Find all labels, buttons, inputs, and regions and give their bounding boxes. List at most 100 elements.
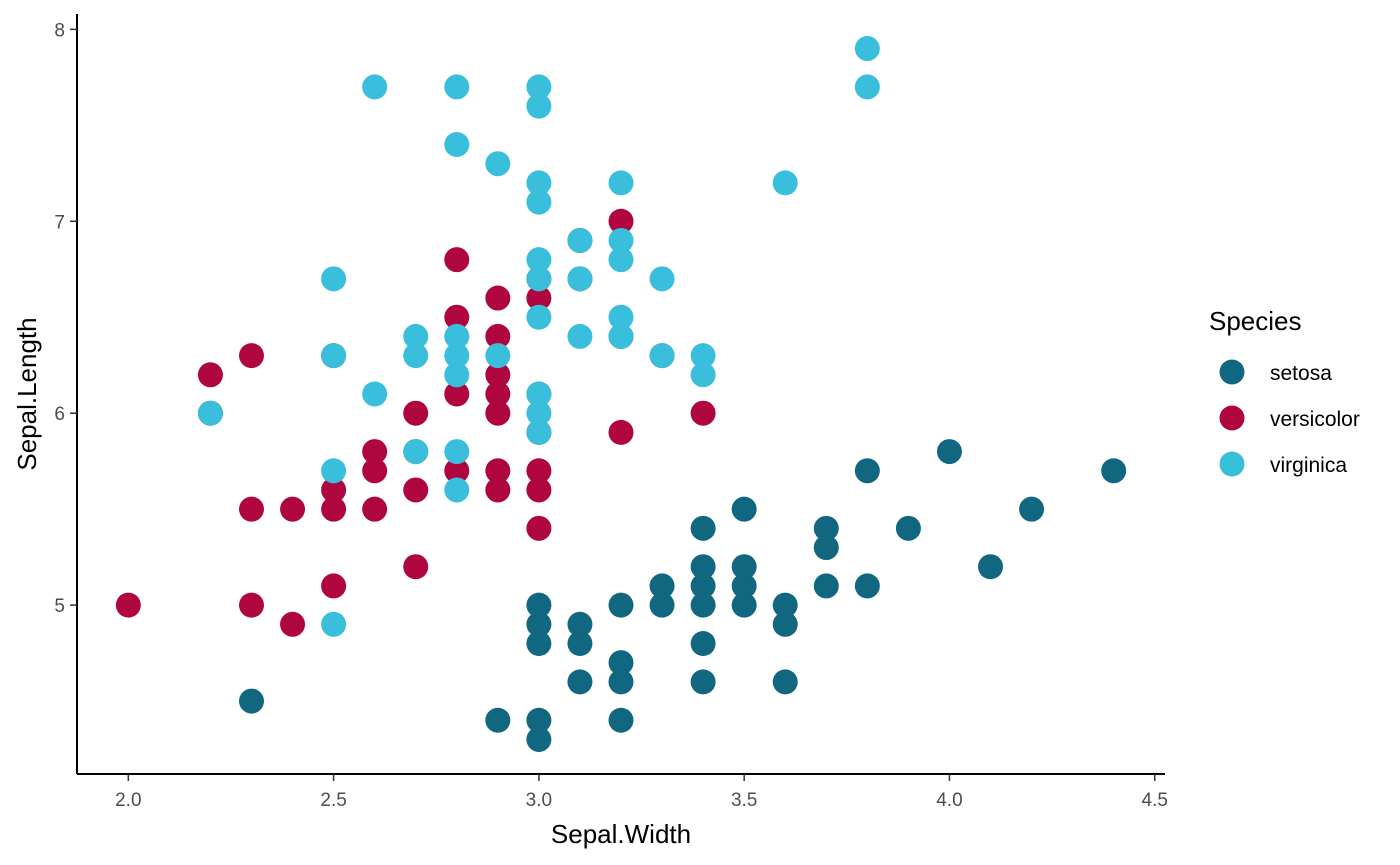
data-point-versicolor <box>362 496 388 522</box>
data-point-virginica <box>526 266 552 292</box>
y-axis-ticks: 5 6 7 8 <box>54 20 77 617</box>
data-point-versicolor <box>362 458 388 484</box>
data-point-virginica <box>485 343 511 369</box>
data-point-setosa <box>608 707 634 733</box>
data-point-setosa <box>526 707 552 733</box>
data-point-versicolor <box>485 381 511 407</box>
y-tick-label: 6 <box>54 404 65 425</box>
x-axis-title: Sepal.Width <box>551 819 691 849</box>
data-point-versicolor <box>280 611 306 637</box>
data-point-virginica <box>321 266 347 292</box>
data-point-virginica <box>321 458 347 484</box>
data-point-setosa <box>772 669 798 695</box>
data-point-setosa <box>608 650 634 676</box>
data-point-setosa <box>978 554 1004 580</box>
data-point-versicolor <box>444 247 470 273</box>
data-point-setosa <box>567 669 593 695</box>
data-point-versicolor <box>485 362 511 388</box>
data-point-setosa <box>731 573 757 599</box>
data-point-virginica <box>567 323 593 349</box>
data-point-setosa <box>649 592 675 618</box>
x-tick-label: 2.0 <box>115 790 141 811</box>
x-tick-label: 4.5 <box>1142 790 1168 811</box>
data-point-virginica <box>444 439 470 465</box>
legend-title: Species <box>1209 306 1302 336</box>
data-point-virginica <box>485 151 511 177</box>
x-tick-label: 2.5 <box>320 790 346 811</box>
data-point-versicolor <box>321 573 347 599</box>
data-point-setosa <box>567 611 593 637</box>
data-point-setosa <box>854 458 880 484</box>
legend-label-virginica: virginica <box>1270 454 1347 477</box>
data-point-versicolor <box>526 515 552 541</box>
data-point-setosa <box>690 515 716 541</box>
data-point-virginica <box>567 227 593 253</box>
data-point-versicolor <box>526 458 552 484</box>
data-point-virginica <box>608 247 634 273</box>
data-point-virginica <box>649 266 675 292</box>
data-point-versicolor <box>485 323 511 349</box>
data-point-versicolor <box>403 400 429 426</box>
data-point-virginica <box>444 323 470 349</box>
y-tick-label: 8 <box>54 20 65 41</box>
legend-key-versicolor <box>1219 405 1245 431</box>
data-point-virginica <box>526 74 552 100</box>
data-point-virginica <box>321 343 347 369</box>
data-point-setosa <box>238 688 264 714</box>
data-point-setosa <box>895 515 921 541</box>
data-point-setosa <box>485 707 511 733</box>
data-point-virginica <box>526 400 552 426</box>
data-point-virginica <box>526 93 552 119</box>
data-point-versicolor <box>362 439 388 465</box>
data-point-virginica <box>608 323 634 349</box>
data-point-versicolor <box>485 285 511 311</box>
data-point-setosa <box>526 592 552 618</box>
data-point-virginica <box>444 477 470 503</box>
x-tick-label: 4.0 <box>936 790 962 811</box>
data-point-virginica <box>444 132 470 158</box>
data-point-virginica <box>608 227 634 253</box>
points-layer <box>115 36 1127 752</box>
data-point-versicolor <box>321 496 347 522</box>
data-point-versicolor <box>238 592 264 618</box>
data-point-setosa <box>1101 458 1127 484</box>
data-point-versicolor <box>280 496 306 522</box>
data-point-virginica <box>526 247 552 273</box>
data-point-versicolor <box>238 496 264 522</box>
data-point-virginica <box>854 36 880 62</box>
data-point-setosa <box>608 669 634 695</box>
x-axis-ticks: 2.0 2.5 3.0 3.5 4.0 4.5 <box>115 774 1168 811</box>
data-point-setosa <box>731 496 757 522</box>
data-point-virginica <box>690 343 716 369</box>
x-tick-label: 3.0 <box>526 790 552 811</box>
data-point-virginica <box>649 343 675 369</box>
data-point-virginica <box>197 400 223 426</box>
data-point-virginica <box>362 381 388 407</box>
data-point-versicolor <box>403 554 429 580</box>
legend-items: setosa versicolor virginica <box>1219 359 1360 477</box>
data-point-setosa <box>567 630 593 656</box>
data-point-setosa <box>526 726 552 752</box>
data-point-setosa <box>608 592 634 618</box>
data-point-virginica <box>854 74 880 100</box>
legend-key-virginica <box>1219 451 1245 477</box>
data-point-virginica <box>608 170 634 196</box>
data-point-versicolor <box>485 477 511 503</box>
data-point-virginica <box>526 304 552 330</box>
y-tick-label: 5 <box>54 596 65 617</box>
data-point-setosa <box>936 439 962 465</box>
data-point-versicolor <box>526 477 552 503</box>
data-point-versicolor <box>608 419 634 445</box>
data-point-setosa <box>526 611 552 637</box>
data-point-versicolor <box>197 362 223 388</box>
data-point-versicolor <box>608 208 634 234</box>
data-point-setosa <box>813 535 839 561</box>
data-point-setosa <box>772 592 798 618</box>
legend: Species setosa versicolor virginica <box>1209 306 1360 477</box>
data-point-setosa <box>690 630 716 656</box>
data-point-virginica <box>403 343 429 369</box>
data-point-versicolor <box>115 592 141 618</box>
y-tick-label: 7 <box>54 212 65 233</box>
